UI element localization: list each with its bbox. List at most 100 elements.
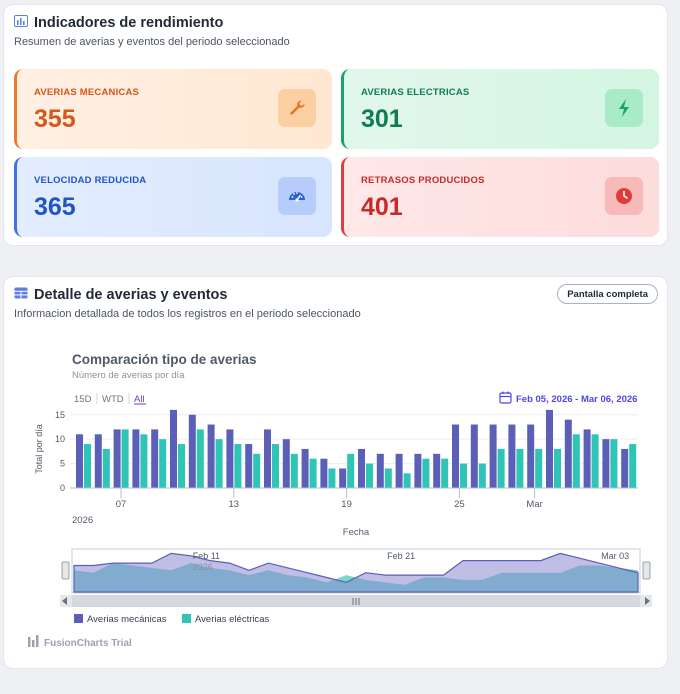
kpi-card-averias-mecanicas: AVERIAS MECANICAS 355 (14, 69, 332, 149)
bar-averias-electricas (121, 429, 129, 488)
gauge-icon (278, 177, 316, 215)
navigator-right-handle[interactable] (642, 561, 651, 580)
x-axis-year: 2026 (72, 515, 93, 526)
bar-averias-mecanicas (113, 429, 121, 488)
kpi-title: Indicadores de rendimiento (34, 15, 224, 31)
bar-averias-electricas (140, 434, 148, 488)
navigator-left-handle[interactable] (61, 561, 70, 580)
kpi-value: 301 (361, 105, 403, 133)
detail-title: Detalle de averias y eventos (34, 287, 228, 303)
navigator-label: Feb 11 (193, 551, 220, 561)
kpi-section: Indicadores de rendimiento Resumen de av… (3, 4, 668, 246)
bar-averias-mecanicas (94, 434, 102, 488)
bar-averias-electricas (84, 444, 91, 488)
bar-averias-electricas (441, 458, 449, 488)
legend-label-electricas[interactable]: Averias eléctricas (195, 614, 270, 625)
bar-averias-electricas (159, 439, 167, 488)
bar-averias-electricas (554, 448, 561, 488)
bar-averias-electricas (422, 458, 430, 488)
bar-averias-mecanicas (339, 468, 347, 488)
range-button-15d[interactable]: 15D (74, 394, 92, 405)
y-tick-label: 15 (55, 410, 65, 420)
x-tick-label: Mar (526, 499, 542, 510)
kpi-card-velocidad-reducida: VELOCIDAD REDUCIDA 365 (14, 157, 332, 237)
bar-averias-mecanicas (151, 429, 159, 488)
bar-averias-mecanicas (376, 453, 384, 488)
y-tick-label: 5 (60, 459, 65, 469)
bar-averias-electricas (366, 463, 373, 488)
calendar-icon (499, 391, 512, 404)
bar-averias-electricas (403, 473, 411, 488)
bar-averias-mecanicas (264, 429, 271, 488)
bar-averias-mecanicas (320, 458, 328, 488)
scroll-grip-icon (352, 598, 360, 605)
kpi-header: Indicadores de rendimiento (14, 14, 223, 32)
range-button-all[interactable]: All (134, 394, 145, 405)
detail-header: Detalle de averias y eventos (14, 286, 227, 304)
range-selector: 15D WTD All (74, 393, 146, 405)
bar-averias-electricas (215, 439, 223, 488)
bar-averias-electricas (497, 448, 505, 488)
bar-averias-mecanicas (226, 429, 234, 488)
bar-averias-electricas (309, 458, 317, 488)
comparison-chart: Comparación tipo de averias Número de av… (28, 352, 652, 649)
legend: Averias mecánicas Averias eléctricas (74, 614, 270, 625)
watermark-text: FusionCharts Trial (44, 638, 132, 649)
legend-swatch-electricas (182, 614, 191, 623)
fullscreen-button[interactable]: Pantalla completa (557, 284, 658, 304)
bar-averias-electricas (535, 448, 543, 488)
legend-label-mecanicas[interactable]: Averias mecánicas (87, 614, 167, 625)
detail-section: Detalle de averias y eventos Pantalla co… (3, 276, 668, 669)
bar-averias-electricas (272, 444, 279, 488)
y-tick-label: 10 (55, 434, 65, 444)
fusioncharts-logo: FusionCharts Trial (28, 635, 132, 649)
bar-averias-electricas (178, 444, 185, 488)
bar-averias-mecanicas (76, 434, 83, 488)
x-tick-label: 07 (116, 499, 127, 510)
bar-averias-electricas (591, 434, 599, 488)
bar-averias-mecanicas (245, 444, 253, 488)
chart-subtitle: Número de averias por día (72, 370, 185, 381)
detail-subtitle: Informacion detallada de todos los regis… (14, 308, 361, 320)
kpi-card-averias-electricas: AVERIAS ELECTRICAS 301 (341, 69, 659, 149)
bar-averias-electricas (629, 444, 637, 488)
bar-averias-electricas (347, 453, 355, 488)
bar-averias-mecanicas (564, 419, 572, 488)
navigator-label: 2026 (193, 562, 213, 572)
kpi-card-retrasos-producidos: RETRASOS PRODUCIDOS 401 (341, 157, 659, 237)
x-tick-label: 19 (341, 499, 352, 510)
bar-averias-electricas (460, 463, 467, 488)
kpi-label: AVERIAS ELECTRICAS (361, 87, 470, 98)
bar-averias-electricas (290, 453, 298, 488)
bar-series (76, 409, 637, 488)
kpi-value: 365 (34, 193, 76, 221)
x-tick-label: 25 (454, 499, 465, 510)
bar-averias-electricas (196, 429, 204, 488)
clock-icon (605, 177, 643, 215)
date-range-label: Feb 05, 2026 - Mar 06, 2026 (516, 394, 637, 405)
bar-averias-mecanicas (527, 424, 535, 488)
bar-averias-mecanicas (583, 429, 591, 488)
bar-averias-mecanicas (358, 448, 365, 488)
scroll-left-arrow-icon[interactable] (62, 597, 67, 605)
kpi-label: VELOCIDAD REDUCIDA (34, 175, 147, 186)
bar-averias-mecanicas (602, 439, 610, 488)
y-axis-title: Total por día (34, 424, 44, 474)
bar-averias-electricas (102, 448, 110, 488)
date-range-picker[interactable]: Feb 05, 2026 - Mar 06, 2026 (499, 391, 637, 406)
chart-title: Comparación tipo de averias (72, 352, 257, 367)
x-tick-label: 13 (229, 499, 240, 510)
range-button-wtd[interactable]: WTD (102, 394, 124, 405)
bar-averias-mecanicas (132, 429, 140, 488)
kpi-value: 355 (34, 105, 76, 133)
table-icon (14, 286, 28, 304)
bar-averias-mecanicas (489, 424, 497, 488)
bar-averias-mecanicas (546, 409, 553, 488)
bar-averias-mecanicas (414, 453, 422, 488)
bar-averias-electricas (234, 444, 242, 488)
y-tick-label: 0 (60, 483, 65, 493)
scroll-right-arrow-icon[interactable] (645, 597, 650, 605)
bar-averias-mecanicas (207, 424, 215, 488)
